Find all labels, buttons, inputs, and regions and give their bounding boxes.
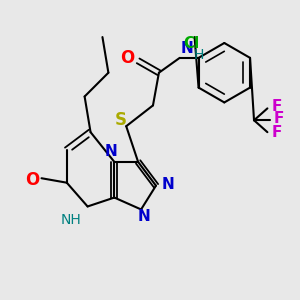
Text: N: N (161, 177, 174, 192)
Text: O: O (26, 171, 40, 189)
Text: F: F (271, 125, 281, 140)
Text: N: N (181, 41, 194, 56)
Text: N: N (105, 144, 118, 159)
Text: Cl: Cl (184, 35, 200, 50)
Text: NH: NH (61, 213, 82, 227)
Text: H: H (194, 48, 204, 62)
Text: F: F (271, 99, 281, 114)
Text: S: S (114, 111, 126, 129)
Text: O: O (121, 49, 135, 67)
Text: F: F (274, 111, 284, 126)
Text: N: N (138, 209, 150, 224)
